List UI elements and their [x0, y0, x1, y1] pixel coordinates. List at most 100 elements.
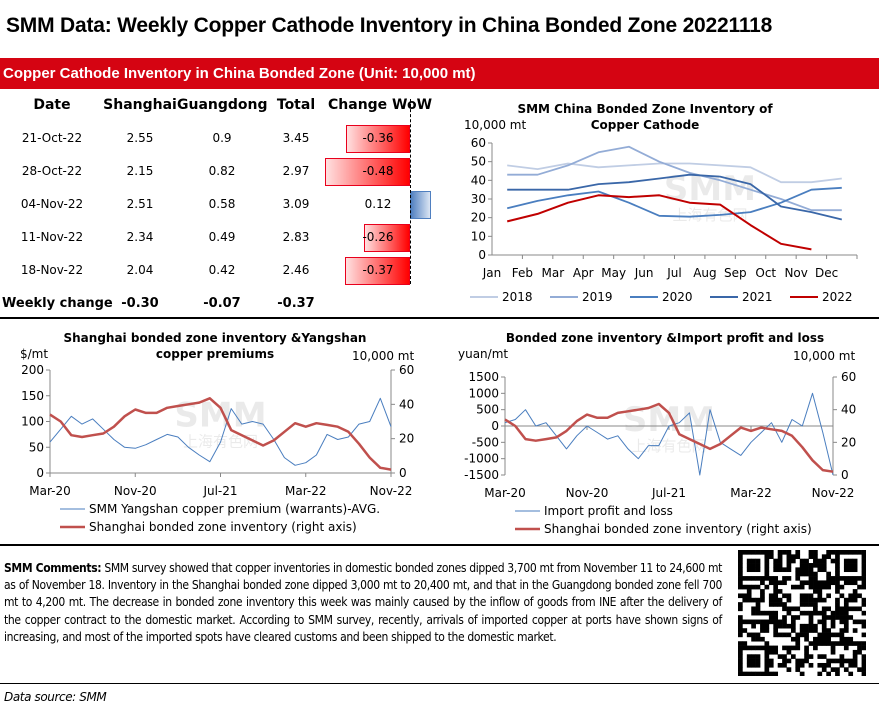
qr-module: [817, 580, 823, 586]
x-tick-label: Jul-21: [651, 486, 686, 500]
qr-module: [852, 619, 858, 625]
table-cell-date: 04-Nov-22: [20, 197, 84, 211]
qr-module: [839, 615, 845, 620]
qr-module: [821, 567, 827, 573]
qr-module: [839, 628, 845, 633]
y-tick-label: -1500: [464, 468, 499, 482]
y-tick-label: -500: [472, 435, 499, 449]
qr-module: [804, 645, 809, 651]
qr-module: [852, 593, 858, 599]
qr-module: [751, 606, 756, 612]
qr-module: [755, 602, 761, 607]
qr-module: [738, 667, 743, 672]
qr-module: [799, 662, 805, 668]
qr-module: [839, 641, 845, 646]
qr-module: [782, 623, 787, 629]
legend-label: SMM Yangshan copper premium (warrants)-A…: [89, 502, 380, 516]
x-tick-label: Dec: [815, 266, 838, 280]
qr-module: [843, 602, 849, 607]
qr-module: [808, 615, 814, 620]
qr-module: [813, 623, 818, 629]
qr-module: [835, 606, 840, 612]
x-tick-label: Sep: [724, 266, 747, 280]
qr-module: [773, 576, 779, 581]
qr-module: [742, 584, 748, 590]
x-tick-label: May: [601, 266, 626, 280]
qr-module: [848, 636, 854, 642]
qr-module: [804, 597, 809, 603]
qr-module: [746, 593, 752, 599]
qr-module: [843, 597, 849, 603]
qr-module: [835, 632, 840, 638]
qr-module: [830, 580, 836, 586]
divider: [0, 683, 879, 684]
series-line-2022: [506, 194, 812, 251]
qr-module: [782, 654, 787, 659]
qr-module: [782, 567, 787, 573]
qr-module: [777, 654, 783, 659]
qr-module: [852, 662, 858, 668]
qr-module: [755, 576, 761, 581]
qr-module: [768, 649, 774, 655]
table-cell-change: -0.37: [362, 263, 394, 277]
qr-module: [848, 567, 854, 573]
qr-module: [817, 636, 823, 642]
qr-module: [738, 554, 743, 559]
column-header: Change WoW: [328, 97, 433, 113]
qr-module: [768, 610, 774, 616]
qr-module: [782, 593, 787, 599]
qr-module: [821, 619, 827, 625]
qr-module: [751, 576, 756, 581]
qr-module: [790, 554, 796, 559]
chart-title: Shanghai bonded zone inventory &Yangshan…: [64, 331, 367, 361]
qr-module: [808, 623, 814, 629]
qr-module: [839, 584, 845, 590]
x-tick-label: Mar-20: [29, 484, 70, 498]
x-tick-label: Mar-22: [285, 484, 326, 498]
qr-module: [764, 550, 770, 555]
qr-module: [755, 606, 761, 612]
y-tick-label: 40: [841, 403, 856, 417]
change-bar-negative: [344, 257, 410, 285]
qr-module: [760, 597, 765, 603]
qr-module: [773, 610, 779, 616]
qr-module: [817, 593, 823, 599]
qr-module: [861, 662, 866, 668]
qr-module: [751, 558, 756, 564]
qr-module: [764, 610, 770, 616]
qr-module: [786, 667, 792, 672]
y-axis-label: yuan/mt: [458, 347, 508, 361]
qr-module: [795, 632, 801, 638]
qr-module: [746, 654, 752, 659]
qr-module: [782, 606, 787, 612]
qr-module: [782, 619, 787, 625]
x-tick-label: Feb: [512, 266, 533, 280]
qr-module: [861, 623, 866, 629]
qr-module: [835, 615, 840, 620]
qr-module: [777, 580, 783, 586]
qr-module: [755, 597, 761, 603]
qr-module: [813, 628, 818, 633]
qr-module: [751, 654, 756, 659]
qr-module: [773, 632, 779, 638]
qr-module: [852, 558, 858, 564]
qr-module: [786, 576, 792, 581]
qr-module: [795, 554, 801, 559]
qr-module: [773, 645, 779, 651]
qr-module: [817, 567, 823, 573]
qr-module: [857, 593, 862, 599]
qr-module: [861, 619, 866, 625]
qr-module: [786, 567, 792, 573]
qr-module: [782, 615, 787, 620]
qr-module: [843, 658, 849, 664]
y2-axis-label: 10,000 mt: [352, 349, 414, 363]
qr-module: [760, 589, 765, 594]
qr-module: [861, 571, 866, 577]
qr-module: [760, 628, 765, 633]
qr-module: [826, 580, 831, 586]
qr-module: [821, 610, 827, 616]
qr-module: [839, 658, 845, 664]
qr-module: [777, 662, 783, 668]
qr-module: [795, 662, 801, 668]
qr-module: [773, 615, 779, 620]
